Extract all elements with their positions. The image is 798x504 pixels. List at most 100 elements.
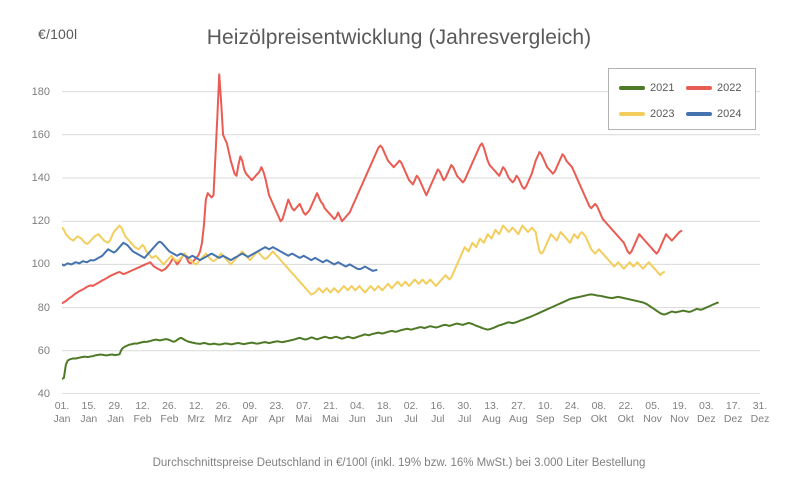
x-tick-month: Mai <box>295 413 313 425</box>
x-tick-month: Nov <box>670 413 689 425</box>
x-tick-day: 01. <box>54 400 70 412</box>
x-axis-tick-label: 03. Dez <box>697 400 716 426</box>
x-axis-tick-label: 09. Apr <box>242 400 258 426</box>
x-axis-tick-label: 23. Apr <box>269 400 285 426</box>
x-axis-tick-label: 04. Jun <box>349 400 366 426</box>
y-axis-tick-label: 120 <box>31 215 50 228</box>
x-tick-day: 27. <box>511 400 526 412</box>
legend-label: 2021 <box>650 82 675 94</box>
legend-item-2021[interactable]: 2021 <box>615 77 682 99</box>
x-tick-month: Dez <box>750 413 770 425</box>
x-tick-day: 17. <box>725 400 741 412</box>
x-axis-tick-label: 18. Jun <box>376 400 393 426</box>
x-tick-day: 04. <box>349 400 365 412</box>
x-tick-month: Aug <box>482 413 501 425</box>
x-axis-tick-label: 05. Nov <box>643 400 662 426</box>
legend: 2021 2022 2023 2024 <box>608 68 756 130</box>
x-tick-month: Jul <box>404 413 418 425</box>
x-tick-month: Jul <box>457 413 472 425</box>
x-tick-day: 30. <box>457 400 472 412</box>
series-line-2021 <box>62 293 719 380</box>
x-axis-tick-label: 10. Sep <box>536 400 555 426</box>
x-tick-day: 18. <box>376 400 392 412</box>
x-tick-day: 26. <box>162 400 177 412</box>
series-line-2023 <box>62 224 666 296</box>
y-axis-title: €/100l <box>38 26 78 42</box>
x-tick-month: Nov <box>643 413 662 425</box>
x-tick-month: Jul <box>431 413 445 425</box>
x-axis-tick-label: 12. Mrz <box>187 400 205 426</box>
x-tick-month: Dez <box>723 413 743 425</box>
y-axis-tick-label: 80 <box>37 301 50 314</box>
y-axis-tick-label: 160 <box>31 128 50 141</box>
x-axis-tick-label: 27. Aug <box>509 400 528 426</box>
x-tick-day: 12. <box>188 400 204 412</box>
x-tick-day: 16. <box>430 400 446 412</box>
x-axis-tick-label: 29. Jan <box>107 400 124 426</box>
x-tick-month: Apr <box>268 413 285 425</box>
x-axis-tick-label: 19. Nov <box>670 400 689 426</box>
y-axis-tick-label: 40 <box>37 388 50 400</box>
legend-swatch-icon <box>686 112 712 116</box>
legend-item-2024[interactable]: 2024 <box>682 103 749 125</box>
x-tick-day: 21. <box>323 400 338 412</box>
x-tick-month: Jan <box>80 413 98 425</box>
series-line-2024 <box>62 240 378 272</box>
x-tick-month: Apr <box>241 413 259 425</box>
x-axis-tick-label: 26. Mrz <box>214 400 232 426</box>
legend-item-2023[interactable]: 2023 <box>615 103 682 125</box>
legend-item-2022[interactable]: 2022 <box>682 77 749 99</box>
x-tick-month: Aug <box>509 413 528 425</box>
x-axis-tick-label: 12. Feb <box>133 400 151 426</box>
x-tick-day: 05. <box>645 400 660 412</box>
footnote: Durchschnittspreise Deutschland in €/100… <box>152 457 646 469</box>
x-tick-day: 02. <box>403 400 419 412</box>
x-tick-day: 29. <box>108 400 123 412</box>
x-tick-month: Mrz <box>214 413 232 425</box>
x-axis-tick-label: 24. Sep <box>563 400 582 426</box>
x-tick-day: 15. <box>81 400 97 412</box>
x-tick-month: Jan <box>107 413 125 425</box>
x-tick-month: Feb <box>133 413 152 425</box>
series-line-2022 <box>62 73 683 305</box>
x-tick-day: 19. <box>672 400 687 412</box>
legend-swatch-icon <box>619 112 645 116</box>
x-tick-month: Jun <box>348 413 366 425</box>
x-axis-tick-label: 26. Feb <box>160 400 178 426</box>
x-tick-day: 26. <box>215 400 231 412</box>
x-axis-tick-label: 13. Aug <box>482 400 501 426</box>
x-axis-tick-label: 31. Dez <box>751 400 770 426</box>
x-axis-tick-label: 17. Dez <box>724 400 743 426</box>
x-axis-tick-label: 16. Jul <box>430 400 445 426</box>
x-axis-tick-labels: 01. Jan 15. Jan 29. Jan 12. Feb 26. Feb 12. Mrz 26. M… <box>0 396 798 436</box>
x-tick-day: 03. <box>698 400 714 412</box>
x-axis-tick-label: 02. Jul <box>404 400 419 426</box>
x-axis-tick-label: 15. Jan <box>80 400 97 426</box>
legend-swatch-icon <box>686 86 712 90</box>
x-tick-month: Jan <box>53 413 71 425</box>
x-tick-day: 13. <box>484 400 499 412</box>
y-axis-tick-labels: 40 60 80 100 120 140 160 180 <box>0 70 58 400</box>
legend-label: 2024 <box>717 108 742 120</box>
legend-swatch-icon <box>619 86 645 90</box>
x-tick-day: 22. <box>618 400 634 412</box>
x-tick-day: 08. <box>591 400 607 412</box>
x-tick-month: Okt <box>617 413 634 425</box>
x-tick-month: Dez <box>696 413 716 425</box>
x-tick-month: Okt <box>590 413 608 425</box>
x-axis-tick-label: 08. Okt <box>591 400 607 426</box>
x-tick-day: 24. <box>564 400 580 412</box>
chart-title: Heizölpreisentwicklung (Jahresvergleich) <box>206 26 592 49</box>
x-tick-month: Mai <box>322 413 339 425</box>
x-tick-day: 12. <box>135 400 150 412</box>
x-tick-month: Mrz <box>187 413 205 425</box>
y-axis-tick-label: 180 <box>31 85 50 98</box>
legend-label: 2023 <box>650 108 675 120</box>
x-tick-month: Sep <box>562 413 582 425</box>
x-axis-tick-label: 30. Jul <box>457 400 472 426</box>
x-tick-day: 07. <box>296 400 311 412</box>
x-axis-tick-label: 22. Okt <box>618 400 634 426</box>
x-tick-month: Feb <box>160 413 179 425</box>
y-axis-tick-label: 140 <box>31 172 50 184</box>
